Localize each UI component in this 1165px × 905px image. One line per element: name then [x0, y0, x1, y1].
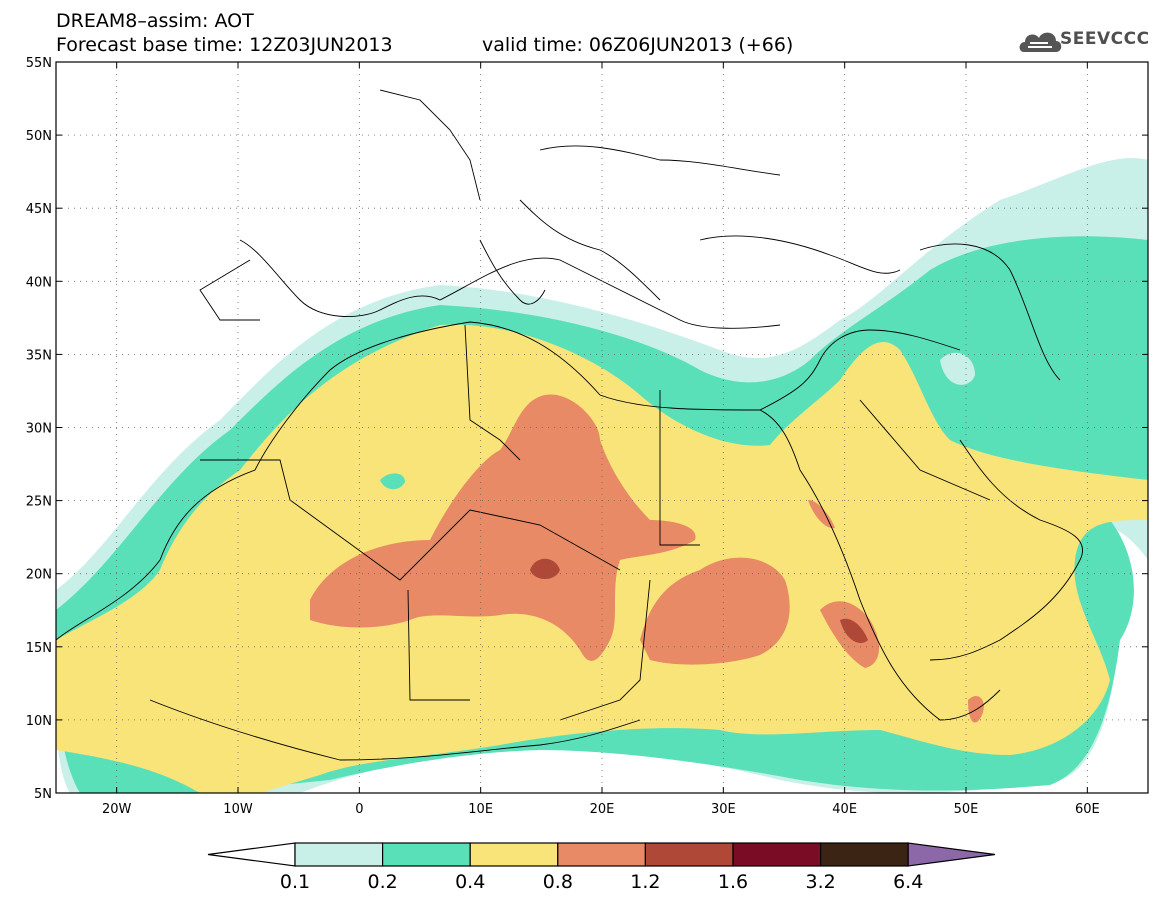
legend-swatch — [382, 842, 471, 867]
legend-level-label: 0.4 — [455, 871, 485, 893]
valid-time-label: valid time: 06Z06JUN2013 (+66) — [482, 34, 794, 56]
lat-tick-label: 25N — [26, 495, 52, 510]
aot-band-0.8-sudan — [640, 557, 790, 665]
legend-swatch — [644, 842, 734, 867]
lat-tick-label: 40N — [26, 275, 52, 290]
legend-level-label: 1.2 — [630, 871, 660, 893]
legend-level-label: 0.8 — [543, 871, 573, 893]
lon-tick-label: 10E — [468, 802, 493, 817]
lon-tick-label: 20W — [102, 802, 132, 817]
lon-tick-label: 50E — [954, 802, 979, 817]
lat-tick-label: 20N — [26, 568, 52, 583]
lon-tick-label: 60E — [1075, 802, 1100, 817]
legend-level-label: 3.2 — [805, 871, 835, 893]
legend-level-label: 0.1 — [280, 871, 310, 893]
lat-tick-label: 50N — [26, 129, 52, 144]
graticule — [56, 62, 1148, 793]
coastlines — [56, 89, 1083, 761]
legend-swatch — [294, 842, 384, 867]
lat-tick-label: 45N — [26, 202, 52, 217]
aot-band-0.1-caspian — [940, 352, 975, 385]
legend-swatch — [469, 842, 559, 867]
lat-tick-label: 55N — [26, 56, 52, 71]
base-time-label: Forecast base time: 12Z03JUN2013 — [56, 34, 393, 56]
color-legend: 0.1 0.2 0.4 0.8 1.2 1.6 3.2 6.4 — [207, 842, 996, 893]
lon-tick-label: 20E — [590, 802, 615, 817]
lon-tick-label: 30E — [711, 802, 736, 817]
legend-level-label: 6.4 — [893, 871, 923, 893]
lon-tick-label: 10W — [223, 802, 253, 817]
axis-ticks: 55N 50N 45N 40N 35N 30N 25N 20N 15N 10N 5N 20W 10W 0 1… — [26, 56, 1148, 817]
legend-level-label: 1.6 — [718, 871, 748, 893]
legend-swatch — [732, 842, 822, 867]
lon-tick-label: 0 — [355, 802, 363, 817]
map-title: DREAM8–assim: AOT — [56, 10, 254, 32]
legend-swatch — [557, 842, 646, 867]
lat-tick-label: 10N — [26, 714, 52, 729]
lat-tick-label: 5N — [34, 787, 52, 802]
lat-tick-label: 35N — [26, 348, 52, 363]
legend-swatch — [819, 842, 909, 867]
logo-text: SEEVCCC — [1060, 29, 1150, 49]
lat-tick-label: 30N — [26, 422, 52, 437]
legend-level-label: 0.2 — [367, 871, 397, 893]
aot-band-1.2 — [530, 558, 560, 579]
cloud-icon — [1019, 32, 1062, 52]
legend-over-arrow — [907, 842, 996, 867]
aot-field — [56, 158, 1148, 793]
aot-band-1.2-redsea — [840, 618, 868, 644]
legend-under-arrow — [207, 842, 296, 867]
lat-tick-label: 15N — [26, 641, 52, 656]
lon-tick-label: 40E — [832, 802, 857, 817]
aot-band-0.8-sahara — [310, 394, 696, 661]
aot-band-0.2-atlantic — [380, 473, 405, 490]
